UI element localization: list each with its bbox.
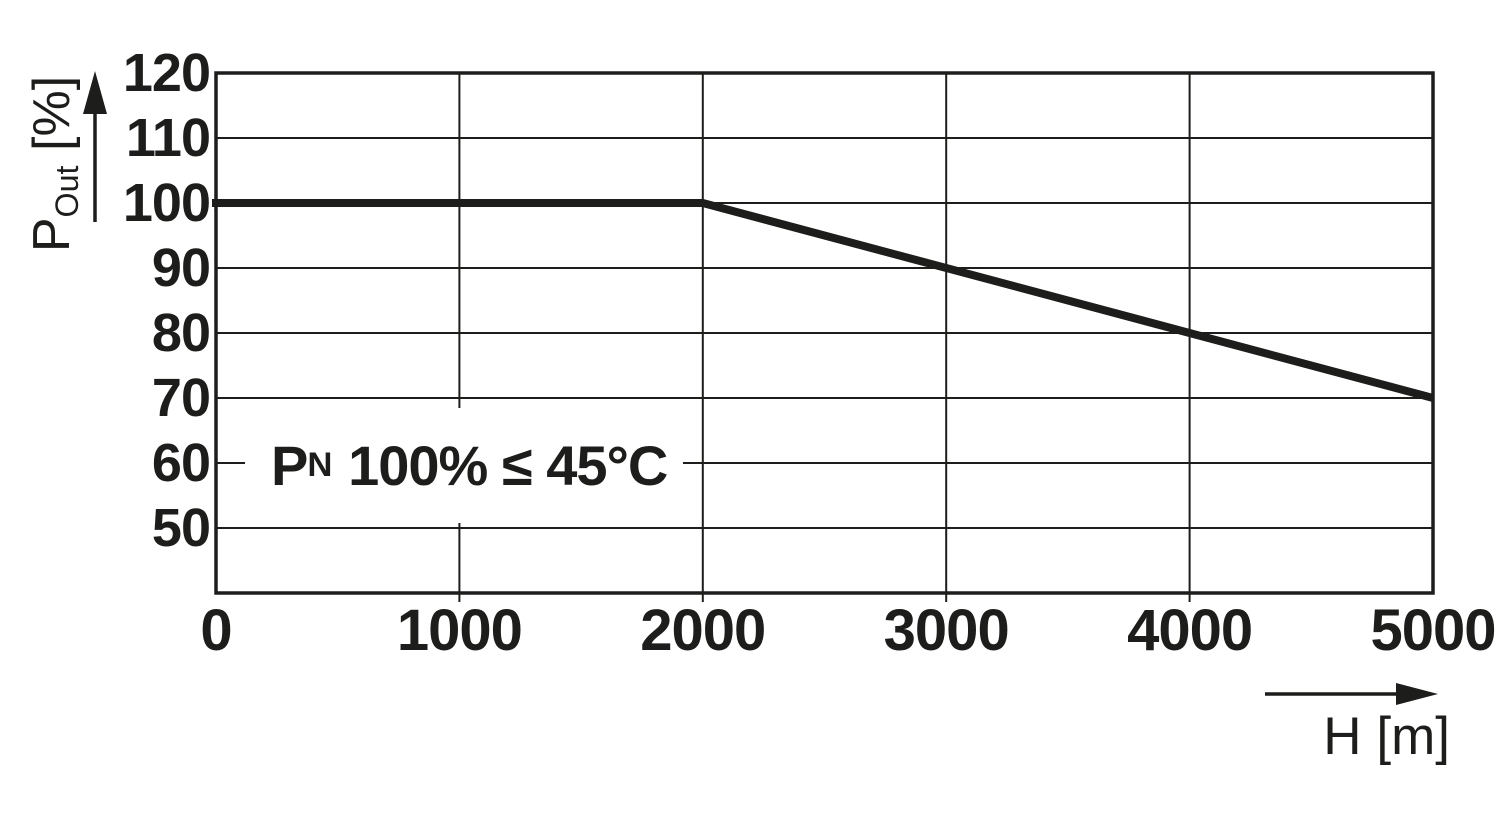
annotation-base: P [271, 434, 308, 497]
x-tick-label: 1000 [396, 598, 523, 663]
x-axis-title-unit: [m] [1376, 707, 1450, 766]
y-tick-label: 70 [151, 368, 211, 428]
y-tick-label: 50 [151, 498, 211, 558]
y-tick-label: 100 [122, 173, 211, 233]
x-axis-arrow-right-icon [1265, 683, 1438, 705]
y-tick-label: 90 [151, 238, 211, 298]
y-tick-label: 60 [151, 433, 211, 493]
x-axis-title-base: H [1323, 707, 1362, 766]
x-tick-label: 5000 [1370, 598, 1496, 663]
y-axis-arrow-up-icon [83, 71, 107, 222]
x-tick-label: 2000 [640, 598, 766, 663]
annotation-box: P N 100% ≤ 45°C [245, 408, 683, 523]
x-tick-label: 3000 [883, 598, 1010, 663]
plot-border [214, 71, 1435, 595]
y-tick-label: 110 [125, 108, 211, 168]
annotation-subscript: N [307, 446, 333, 484]
y-tick-label: 80 [151, 303, 211, 363]
x-tick-label: 4000 [1127, 598, 1253, 663]
x-axis-title: H [m] [1280, 706, 1450, 768]
y-axis-title-unit: [%] [23, 75, 81, 151]
data-line [212, 199, 1435, 402]
y-axis-title: POut[%] [23, 49, 85, 279]
y-axis-title-base: P [23, 217, 81, 253]
x-tick-label: 0 [200, 598, 232, 663]
annotation-text: 100% ≤ 45°C [348, 434, 668, 497]
y-tick-label: 120 [122, 43, 211, 103]
